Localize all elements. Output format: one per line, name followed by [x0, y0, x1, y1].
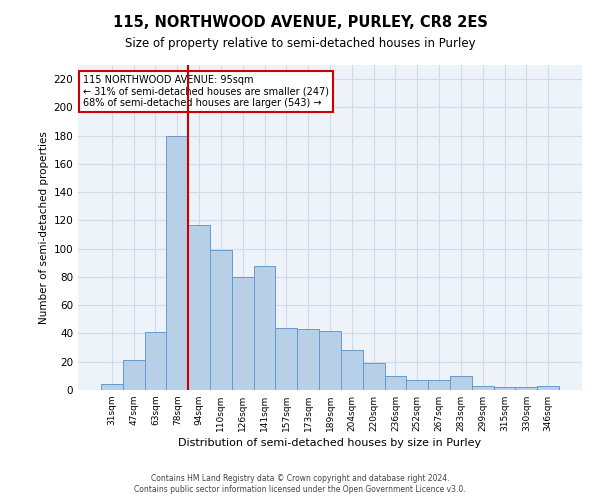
Bar [494, 387, 515, 390]
Bar [297, 329, 319, 390]
Bar [101, 384, 123, 390]
Bar [428, 380, 450, 390]
Bar [275, 328, 297, 390]
Bar [188, 224, 210, 390]
Bar [450, 376, 472, 390]
Bar [166, 136, 188, 390]
Text: Size of property relative to semi-detached houses in Purley: Size of property relative to semi-detach… [125, 38, 475, 51]
Bar [341, 350, 363, 390]
Bar [385, 376, 406, 390]
Bar [363, 363, 385, 390]
Bar [145, 332, 166, 390]
Bar [537, 386, 559, 390]
Bar [319, 330, 341, 390]
Bar [123, 360, 145, 390]
X-axis label: Distribution of semi-detached houses by size in Purley: Distribution of semi-detached houses by … [178, 438, 482, 448]
Bar [472, 386, 494, 390]
Text: 115, NORTHWOOD AVENUE, PURLEY, CR8 2ES: 115, NORTHWOOD AVENUE, PURLEY, CR8 2ES [113, 15, 487, 30]
Bar [515, 387, 537, 390]
Bar [232, 277, 254, 390]
Text: Contains HM Land Registry data © Crown copyright and database right 2024.
Contai: Contains HM Land Registry data © Crown c… [134, 474, 466, 494]
Y-axis label: Number of semi-detached properties: Number of semi-detached properties [39, 131, 49, 324]
Text: 115 NORTHWOOD AVENUE: 95sqm
← 31% of semi-detached houses are smaller (247)
68% : 115 NORTHWOOD AVENUE: 95sqm ← 31% of sem… [83, 74, 329, 108]
Bar [254, 266, 275, 390]
Bar [406, 380, 428, 390]
Bar [210, 250, 232, 390]
